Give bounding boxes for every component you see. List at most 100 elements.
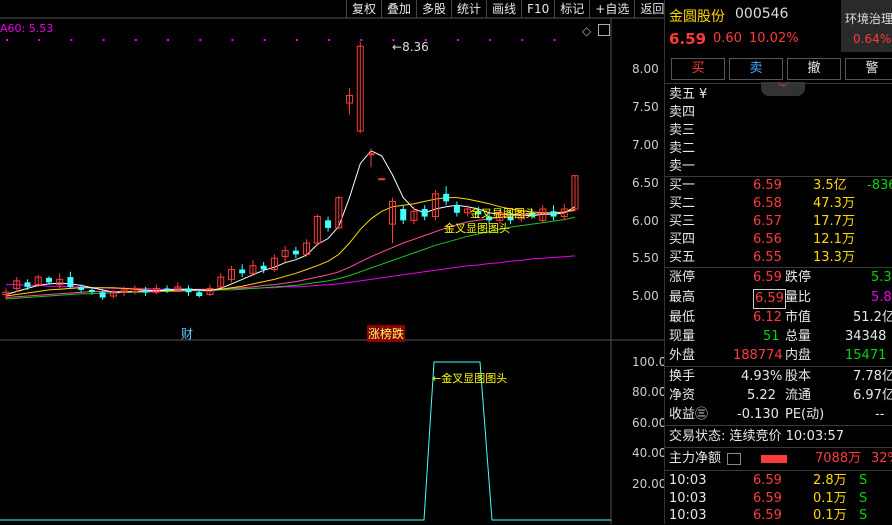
toolbar-add-watchlist-button[interactable]: +自选 bbox=[589, 0, 634, 18]
candle-body bbox=[507, 216, 514, 221]
candle-body bbox=[249, 265, 257, 274]
candle-body bbox=[421, 208, 428, 217]
cancel-order-button[interactable]: 撤 bbox=[787, 58, 841, 80]
candle-body bbox=[196, 292, 203, 296]
candle-body bbox=[346, 94, 354, 104]
candle-body bbox=[260, 265, 267, 270]
candle-body bbox=[453, 205, 460, 213]
stat-row-low: 最低 6.12 市值 51.2亿 bbox=[669, 310, 892, 325]
stock-name: 金圆股份 bbox=[669, 9, 725, 25]
price-tick: 5.00 bbox=[632, 289, 659, 303]
indicator-tick: 100.0 bbox=[632, 355, 667, 369]
candle-body bbox=[24, 282, 31, 287]
alert-button[interactable]: 警 bbox=[845, 58, 892, 80]
toolbar-fuquan-button[interactable]: 复权 bbox=[346, 0, 381, 18]
toolbar-draw-line-button[interactable]: 画线 bbox=[486, 0, 521, 18]
candle-body bbox=[292, 250, 299, 255]
candle-body bbox=[550, 211, 557, 217]
toolbar-overlay-button[interactable]: 叠加 bbox=[381, 0, 416, 18]
window-icon[interactable] bbox=[598, 24, 610, 36]
candle-body bbox=[270, 257, 278, 271]
trade-status: 交易状态: 连续竞价 10:03:57 bbox=[669, 429, 845, 444]
buy-row-2: 买二 6.58 47.3万 bbox=[669, 196, 855, 211]
sector-box[interactable]: 环境治理 0.64% bbox=[841, 0, 892, 52]
top-dot bbox=[167, 39, 170, 41]
candle-body bbox=[486, 216, 493, 221]
high-price-label: ←8.36 bbox=[392, 40, 429, 54]
flow-bar bbox=[761, 455, 787, 463]
stock-code: 000546 bbox=[735, 6, 789, 22]
candle-body bbox=[217, 276, 225, 288]
sell-row-2: 卖二 bbox=[669, 141, 696, 156]
candle-body bbox=[109, 291, 117, 297]
candle-body bbox=[335, 197, 343, 229]
signal-callout-bottom: 金叉显图图头 bbox=[444, 222, 510, 235]
price-change-pct: 10.02% bbox=[749, 31, 799, 46]
candle-body bbox=[475, 211, 482, 215]
diamond-icon[interactable]: ◇ bbox=[582, 24, 592, 38]
candle-body bbox=[45, 277, 52, 283]
kline-chart-area[interactable]: 复权 叠加 多股 统计 画线 F10 标记 +自选 返回 A60: 5.53 ◇… bbox=[0, 0, 667, 524]
indicator-tick: 80.00 bbox=[632, 385, 667, 399]
sector-name: 环境治理 bbox=[845, 12, 892, 26]
tick-row: 10:03 6.59 2.8万 S bbox=[669, 473, 868, 488]
candle-body bbox=[88, 289, 95, 293]
candle-body bbox=[185, 288, 192, 293]
sell-row-5: 卖五 ¥ bbox=[669, 87, 708, 102]
tick-row: 10:03 6.59 0.1万 S bbox=[669, 508, 868, 523]
chart-toolbar: 复权 叠加 多股 统计 画线 F10 标记 +自选 返回 bbox=[346, 0, 669, 18]
candle-body bbox=[206, 287, 214, 295]
list-icon[interactable] bbox=[727, 453, 741, 465]
ma60-label: A60: 5.53 bbox=[0, 22, 54, 35]
sell-button[interactable]: 卖 bbox=[729, 58, 783, 80]
kline-chart-svg[interactable] bbox=[0, 0, 664, 524]
main-flow-row[interactable]: 主力净额 7088万 32% bbox=[669, 451, 892, 466]
signal-callout-top: 金叉显图图头 bbox=[470, 207, 536, 220]
top-dot bbox=[456, 39, 459, 41]
financial-marker[interactable]: 财 bbox=[181, 327, 194, 341]
current-price: 6.59 bbox=[669, 30, 707, 48]
candle-body bbox=[529, 212, 536, 217]
toolbar-back-button[interactable]: 返回 bbox=[634, 0, 669, 18]
sell-row-1: 卖一 bbox=[669, 159, 696, 174]
candle-body bbox=[560, 208, 568, 218]
price-tick: 6.50 bbox=[632, 176, 659, 190]
toolbar-mark-button[interactable]: 标记 bbox=[554, 0, 589, 18]
tick-row: 10:03 6.59 0.1万 S bbox=[669, 491, 868, 506]
candle-body bbox=[313, 216, 321, 244]
stat-row-turnover: 换手 4.93% 股本 7.78亿 bbox=[669, 369, 892, 384]
top-dot bbox=[38, 39, 41, 41]
price-tick: 7.50 bbox=[632, 100, 659, 114]
top-dot bbox=[328, 39, 331, 41]
indicator-tick: 20.00 bbox=[632, 477, 667, 491]
top-dot bbox=[6, 39, 8, 41]
candle-body bbox=[443, 193, 450, 202]
indicator-tick: 60.00 bbox=[632, 416, 667, 430]
top-dot bbox=[424, 39, 427, 41]
candle-body bbox=[131, 287, 139, 292]
candle-body bbox=[356, 45, 364, 132]
candle-body bbox=[325, 220, 332, 228]
ma5-line bbox=[5, 150, 576, 295]
candle-body bbox=[152, 287, 160, 293]
buy-button[interactable]: 买 bbox=[671, 58, 725, 80]
buy-row-5: 买五 6.55 13.3万 bbox=[669, 250, 855, 265]
candle-body bbox=[34, 276, 42, 286]
top-dot bbox=[360, 39, 363, 41]
candle-body bbox=[227, 269, 235, 280]
collapse-chevron-icon[interactable]: ︾ bbox=[761, 82, 805, 96]
top-dot bbox=[263, 39, 266, 41]
ranking-marker[interactable]: 涨榜跌 bbox=[367, 325, 406, 342]
candle-body bbox=[464, 208, 472, 214]
toolbar-multi-stock-button[interactable]: 多股 bbox=[416, 0, 451, 18]
buy-row-4: 买四 6.56 12.1万 bbox=[669, 232, 855, 247]
candle-body bbox=[67, 277, 74, 287]
sector-pct: 0.64% bbox=[853, 32, 892, 46]
top-dot bbox=[231, 39, 234, 41]
candle-body bbox=[239, 269, 246, 274]
top-dot bbox=[553, 39, 556, 41]
candle-body bbox=[367, 153, 375, 156]
toolbar-stats-button[interactable]: 统计 bbox=[451, 0, 486, 18]
top-dot bbox=[489, 39, 492, 41]
toolbar-f10-button[interactable]: F10 bbox=[521, 0, 554, 18]
